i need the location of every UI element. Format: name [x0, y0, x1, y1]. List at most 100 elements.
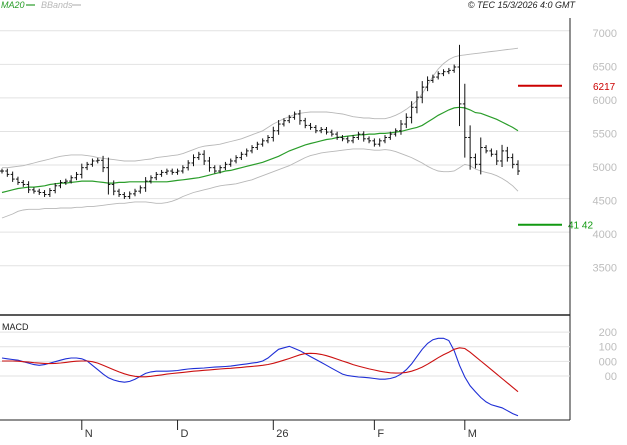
ohlc-bar [250, 145, 255, 154]
ohlc-bar [462, 83, 467, 158]
ohlc-bar [191, 154, 196, 167]
ohlc-bar [265, 135, 270, 144]
copyright-text: © TEC 15/3/2026 4:0 GMT [468, 0, 577, 10]
ohlc-bar [63, 178, 68, 185]
ohlc-bar [452, 64, 457, 73]
ohlc-bar [324, 126, 329, 135]
ohlc-bar [383, 135, 388, 144]
ohlc-bar [446, 67, 451, 75]
ohlc-bar [47, 188, 52, 197]
ohlc-bar [398, 120, 403, 135]
ohlc-bar [26, 181, 31, 194]
ohlc-bar [345, 136, 350, 144]
ohlc-bar [42, 190, 47, 197]
ohlc-bar [37, 188, 42, 195]
ohlc-bar [138, 185, 143, 194]
signal-line [2, 347, 519, 393]
ohlc-bar [276, 120, 281, 135]
ohlc-bar [170, 168, 175, 175]
x-tick-label: F [377, 428, 384, 440]
bbands-upper-line [2, 47, 519, 169]
ohlc-bar [516, 160, 520, 176]
price-y-tick-label: 4000 [593, 229, 617, 241]
ohlc-bar [74, 171, 79, 181]
ohlc-bar [361, 131, 366, 142]
ohlc-bar [313, 124, 318, 134]
price-y-tick-label: 6000 [593, 95, 617, 107]
ohlc-bar [335, 131, 340, 140]
ohlc-bar [132, 188, 137, 197]
price-y-axis: 7000 6500 6000 5500 5000 4500 4000 3500 [593, 28, 617, 275]
x-tick-label: 26 [276, 428, 288, 440]
ohlc-bar [287, 114, 292, 124]
ohlc-bar [457, 44, 462, 127]
resistance-level-label: 6217 [593, 82, 616, 93]
ohlc-bar [228, 158, 233, 167]
ohlc-bar [10, 171, 15, 182]
ohlc-bar [234, 155, 239, 164]
x-axis: N D 26 F M [81, 420, 477, 440]
ohlc-bar [202, 150, 207, 165]
price-y-tick-label: 6500 [593, 61, 617, 73]
macd-y-tick-label: 000 [599, 356, 617, 368]
ohlc-bar [255, 141, 260, 150]
ohlc-bar [484, 145, 489, 154]
ohlc-bar [164, 168, 169, 175]
ohlc-bar [15, 176, 20, 185]
price-levels: 6217 41 42 [518, 82, 616, 232]
ohlc-bar [31, 187, 36, 194]
legend: MA20 BBands [1, 0, 81, 10]
ohlc-bar [175, 168, 180, 175]
x-tick-label: N [85, 428, 93, 440]
macd-y-tick-label: 00 [605, 371, 617, 383]
ohlc-bar [212, 165, 217, 174]
ma20-line [1, 106, 519, 194]
ohlc-bar [260, 138, 265, 147]
ohlc-bar [53, 182, 58, 194]
ohlc-bar [218, 165, 223, 174]
ohlc-bar [154, 171, 159, 181]
ohlc-bar [0, 168, 4, 174]
ohlc-bar [186, 160, 191, 171]
ohlc-bar [143, 177, 148, 192]
ohlc-bar [377, 138, 382, 147]
price-y-tick-label: 7000 [593, 28, 617, 40]
ohlc-bar [106, 157, 111, 195]
ohlc-bar [468, 125, 473, 170]
ohlc-bar [404, 113, 409, 129]
ohlc-bar [489, 148, 494, 157]
ohlc-bar [21, 180, 26, 187]
ohlc-bar [95, 157, 100, 164]
price-panel: 7000 6500 6000 5500 5000 4500 4000 3500 6217 41 … [0, 28, 617, 275]
ohlc-bar [90, 158, 95, 167]
price-y-tick-label: 5000 [593, 162, 617, 174]
ohlc-bar [207, 156, 212, 172]
ohlc-bar [473, 153, 478, 169]
ohlc-bar [58, 180, 63, 189]
ohlc-bar [271, 126, 276, 142]
ohlc-bar [436, 71, 441, 80]
ohlc-bar [297, 109, 302, 125]
ohlc-bar [356, 131, 361, 140]
macd-line [1, 337, 519, 417]
ohlc-bar [79, 163, 84, 179]
macd-title: MACD [2, 322, 29, 332]
ohlc-bar [319, 126, 324, 134]
ohlc-bar [223, 161, 228, 171]
ohlc-bar [478, 137, 483, 175]
ohlc-bar [430, 74, 435, 83]
ohlc-bar [281, 118, 286, 127]
ohlc-bar [117, 188, 122, 197]
ohlc-bar [148, 175, 153, 184]
price-y-tick-label: 4500 [593, 196, 617, 208]
ohlc-bar [244, 148, 249, 157]
support-level-label: 41 42 [568, 221, 593, 232]
ohlc-bar [500, 144, 505, 168]
ohlc-bar [5, 168, 10, 177]
ohlc-bars [0, 44, 520, 199]
ohlc-bar [388, 131, 393, 140]
ohlc-bar [420, 81, 425, 104]
ohlc-bar [414, 91, 419, 114]
